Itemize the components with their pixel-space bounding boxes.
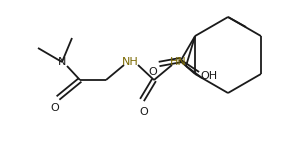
Text: O: O <box>149 67 157 77</box>
Text: N: N <box>58 57 66 67</box>
Text: HN: HN <box>170 57 186 67</box>
Text: OH: OH <box>200 71 218 81</box>
Text: NH: NH <box>122 57 138 67</box>
Text: O: O <box>140 107 148 117</box>
Text: O: O <box>51 103 59 113</box>
